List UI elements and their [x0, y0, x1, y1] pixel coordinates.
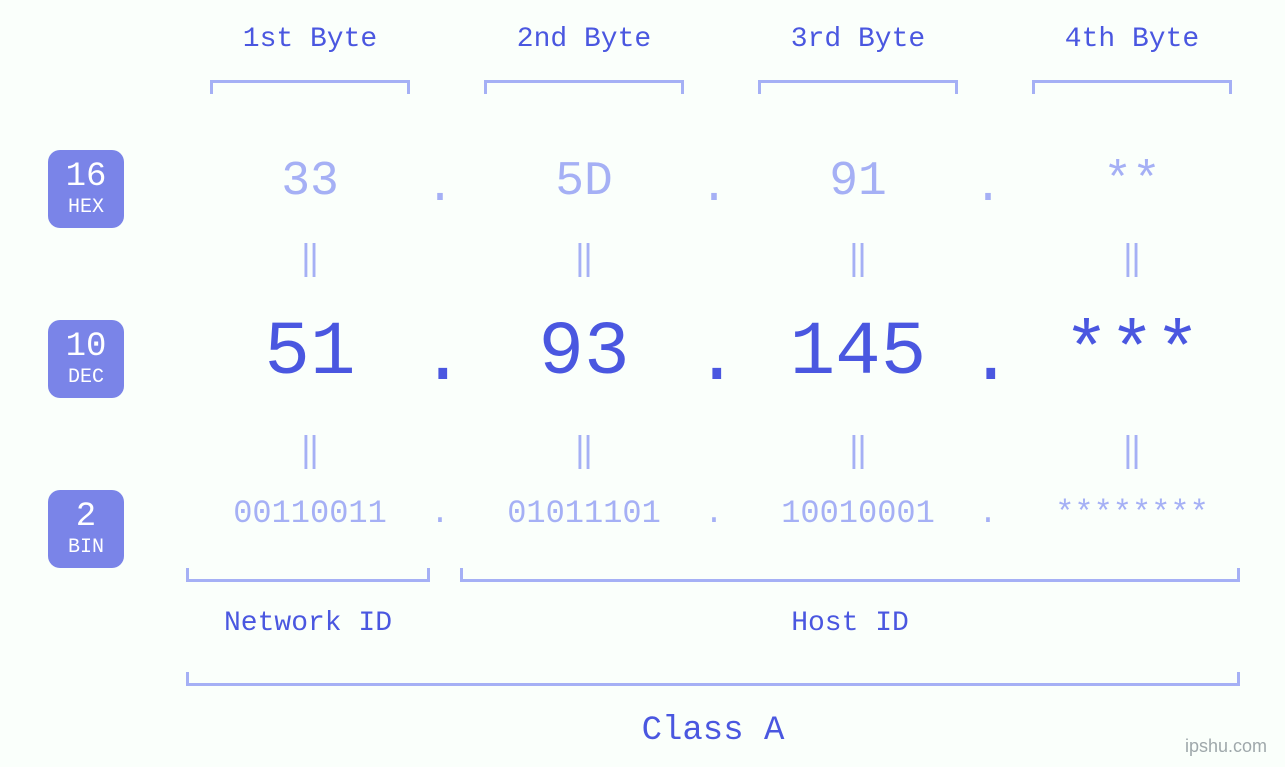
eq-top-3: ‖	[758, 238, 958, 280]
label-network-id: Network ID	[186, 608, 430, 639]
top-bracket-3	[758, 80, 958, 94]
hex-byte-1: 33	[210, 155, 410, 209]
byte-header-3: 3rd Byte	[758, 24, 958, 55]
bracket-class	[186, 672, 1240, 686]
bin-dot-3: .	[968, 495, 1008, 532]
label-class: Class A	[186, 712, 1240, 750]
hex-dot-3: .	[968, 161, 1008, 215]
hex-byte-2: 5D	[484, 155, 684, 209]
dec-byte-4: ***	[1032, 310, 1232, 396]
bracket-network	[186, 568, 430, 582]
badge-hex-base: 16	[66, 160, 107, 194]
bin-byte-4: ********	[1008, 495, 1256, 532]
eq-top-1: ‖	[210, 238, 410, 280]
badge-dec-base: 10	[66, 330, 107, 364]
eq-bottom-4: ‖	[1032, 430, 1232, 472]
watermark: ipshu.com	[1185, 736, 1267, 757]
bin-dot-1: .	[420, 495, 460, 532]
hex-byte-3: 91	[758, 155, 958, 209]
badge-hex: 16 HEX	[48, 150, 124, 228]
badge-bin-base: 2	[76, 500, 96, 534]
badge-hex-label: HEX	[68, 198, 104, 218]
top-bracket-4	[1032, 80, 1232, 94]
bin-byte-3: 10010001	[734, 495, 982, 532]
dec-byte-3: 145	[758, 310, 958, 396]
bin-byte-1: 00110011	[186, 495, 434, 532]
byte-header-4: 4th Byte	[1032, 24, 1232, 55]
dec-byte-1: 51	[210, 310, 410, 396]
dec-dot-3: .	[968, 316, 1008, 402]
byte-header-2: 2nd Byte	[484, 24, 684, 55]
eq-bottom-3: ‖	[758, 430, 958, 472]
badge-dec-label: DEC	[68, 368, 104, 388]
badge-bin: 2 BIN	[48, 490, 124, 568]
top-bracket-2	[484, 80, 684, 94]
eq-top-4: ‖	[1032, 238, 1232, 280]
badge-bin-label: BIN	[68, 538, 104, 558]
eq-bottom-1: ‖	[210, 430, 410, 472]
hex-dot-1: .	[420, 161, 460, 215]
bin-dot-2: .	[694, 495, 734, 532]
bin-byte-2: 01011101	[460, 495, 708, 532]
eq-bottom-2: ‖	[484, 430, 684, 472]
dec-dot-2: .	[694, 316, 734, 402]
top-bracket-1	[210, 80, 410, 94]
dec-byte-2: 93	[484, 310, 684, 396]
dec-dot-1: .	[420, 316, 460, 402]
label-host-id: Host ID	[460, 608, 1240, 639]
byte-header-1: 1st Byte	[210, 24, 410, 55]
badge-dec: 10 DEC	[48, 320, 124, 398]
bracket-host	[460, 568, 1240, 582]
hex-byte-4: **	[1032, 155, 1232, 209]
eq-top-2: ‖	[484, 238, 684, 280]
hex-dot-2: .	[694, 161, 734, 215]
